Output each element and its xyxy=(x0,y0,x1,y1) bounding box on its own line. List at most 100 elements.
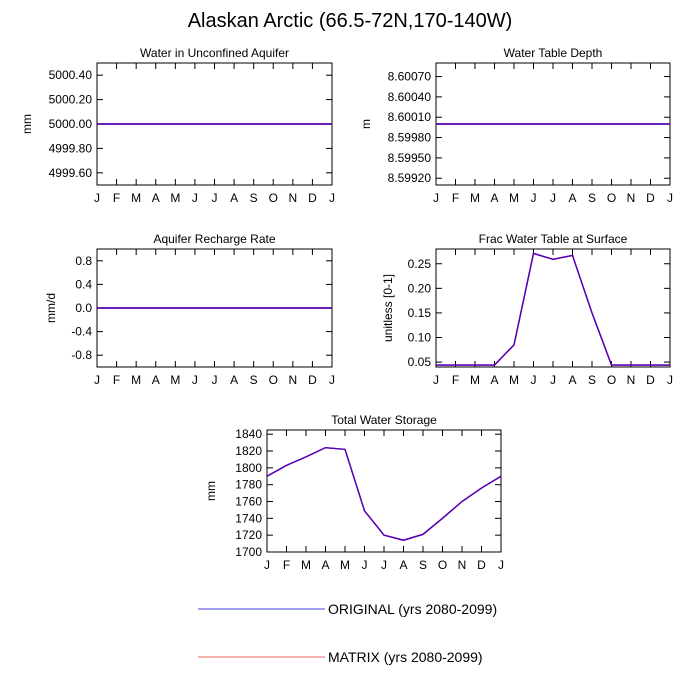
x-tick-label: J xyxy=(531,373,537,387)
x-tick-label: S xyxy=(419,558,427,572)
y-tick-label: 0.05 xyxy=(408,355,432,369)
x-tick-label: M xyxy=(509,373,519,387)
x-tick-label: S xyxy=(250,373,258,387)
x-tick-label: F xyxy=(452,373,459,387)
subplot-title: Water in Unconfined Aquifer xyxy=(140,46,289,60)
x-tick-label: D xyxy=(308,191,317,205)
series-line-original xyxy=(266,446,502,541)
x-tick-label: J xyxy=(667,373,673,387)
y-tick-label: 8.59920 xyxy=(388,171,432,185)
x-tick-label: M xyxy=(470,191,480,205)
x-tick-label: M xyxy=(131,373,141,387)
x-tick-label: J xyxy=(531,191,537,205)
x-tick-label: A xyxy=(230,373,238,387)
subplot-title: Total Water Storage xyxy=(331,413,437,427)
x-tick-label: N xyxy=(288,191,297,205)
x-tick-label: J xyxy=(329,191,335,205)
y-axis-label: mm/d xyxy=(44,293,58,323)
x-tick-label: J xyxy=(212,191,218,205)
x-tick-label: A xyxy=(490,373,498,387)
legend-label-matrix: MATRIX (yrs 2080-2099) xyxy=(328,649,483,665)
plot-frame xyxy=(435,248,671,368)
y-tick-label: 0.20 xyxy=(408,281,432,295)
y-axis-label: m xyxy=(359,119,373,129)
subplot-title: Aquifer Recharge Rate xyxy=(153,232,275,246)
y-tick-label: 5000.20 xyxy=(49,93,93,107)
x-tick-label: F xyxy=(283,558,290,572)
x-tick-label: J xyxy=(329,373,335,387)
x-tick-label: J xyxy=(362,558,368,572)
series-line-matrix xyxy=(266,446,502,541)
x-tick-label: J xyxy=(550,191,556,205)
y-tick-label: 8.60070 xyxy=(388,70,432,84)
y-tick-label: -0.4 xyxy=(71,325,92,339)
x-tick-label: J xyxy=(192,373,198,387)
x-tick-label: F xyxy=(452,191,459,205)
x-tick-label: S xyxy=(250,191,258,205)
y-tick-label: 8.60010 xyxy=(388,110,432,124)
x-tick-label: A xyxy=(399,558,407,572)
x-tick-label: A xyxy=(152,191,160,205)
x-tick-label: M xyxy=(470,373,480,387)
plot-frame xyxy=(266,429,502,553)
x-tick-label: D xyxy=(308,373,317,387)
y-tick-label: 8.60040 xyxy=(388,90,432,104)
x-tick-label: J xyxy=(192,191,198,205)
x-tick-label: D xyxy=(646,373,655,387)
subplot-title: Frac Water Table at Surface xyxy=(479,232,628,246)
x-tick-label: J xyxy=(667,191,673,205)
y-tick-label: 1800 xyxy=(235,461,262,475)
y-tick-label: 8.59950 xyxy=(388,151,432,165)
x-tick-label: J xyxy=(498,558,504,572)
x-tick-label: A xyxy=(152,373,160,387)
y-tick-label: 0.10 xyxy=(408,331,432,345)
y-axis-label: mm xyxy=(204,481,218,501)
y-tick-label: 1760 xyxy=(235,495,262,509)
y-tick-label: 1720 xyxy=(235,528,262,542)
y-tick-label: 1840 xyxy=(235,427,262,441)
x-tick-label: J xyxy=(94,373,100,387)
y-tick-label: 0.0 xyxy=(75,301,92,315)
x-tick-label: O xyxy=(269,191,278,205)
x-tick-label: J xyxy=(433,191,439,205)
legend-label-original: ORIGINAL (yrs 2080-2099) xyxy=(328,601,497,617)
figure-title: Alaskan Arctic (66.5-72N,170-140W) xyxy=(187,10,513,32)
y-axis-label: unitless [0-1] xyxy=(381,274,395,342)
y-tick-label: 5000.00 xyxy=(49,117,93,131)
x-tick-label: F xyxy=(113,191,120,205)
x-tick-label: A xyxy=(230,191,238,205)
x-tick-label: J xyxy=(433,373,439,387)
y-tick-label: 0.8 xyxy=(75,254,92,268)
x-tick-label: M xyxy=(340,558,350,572)
x-tick-label: M xyxy=(301,558,311,572)
x-tick-label: A xyxy=(490,191,498,205)
x-tick-label: J xyxy=(264,558,270,572)
y-tick-label: 4999.60 xyxy=(49,166,93,180)
y-tick-label: 1780 xyxy=(235,478,262,492)
x-tick-label: N xyxy=(288,373,297,387)
y-tick-label: 4999.80 xyxy=(49,141,93,155)
x-tick-label: A xyxy=(321,558,329,572)
subplot-title: Water Table Depth xyxy=(504,46,603,60)
y-tick-label: 0.15 xyxy=(408,306,432,320)
x-tick-label: S xyxy=(588,373,596,387)
x-tick-label: M xyxy=(509,191,519,205)
x-tick-label: J xyxy=(550,373,556,387)
x-tick-label: S xyxy=(588,191,596,205)
x-tick-label: F xyxy=(113,373,120,387)
y-tick-label: 1820 xyxy=(235,444,262,458)
y-tick-label: 5000.40 xyxy=(49,68,93,82)
y-tick-label: 8.59980 xyxy=(388,131,432,145)
legend: ORIGINAL (yrs 2080-2099) MATRIX (yrs 208… xyxy=(198,601,497,665)
x-tick-label: O xyxy=(607,373,616,387)
x-tick-label: O xyxy=(607,191,616,205)
x-tick-label: A xyxy=(568,373,576,387)
x-tick-label: N xyxy=(627,191,636,205)
y-tick-label: 1740 xyxy=(235,511,262,525)
x-tick-label: O xyxy=(438,558,447,572)
y-tick-label: 0.25 xyxy=(408,257,432,271)
